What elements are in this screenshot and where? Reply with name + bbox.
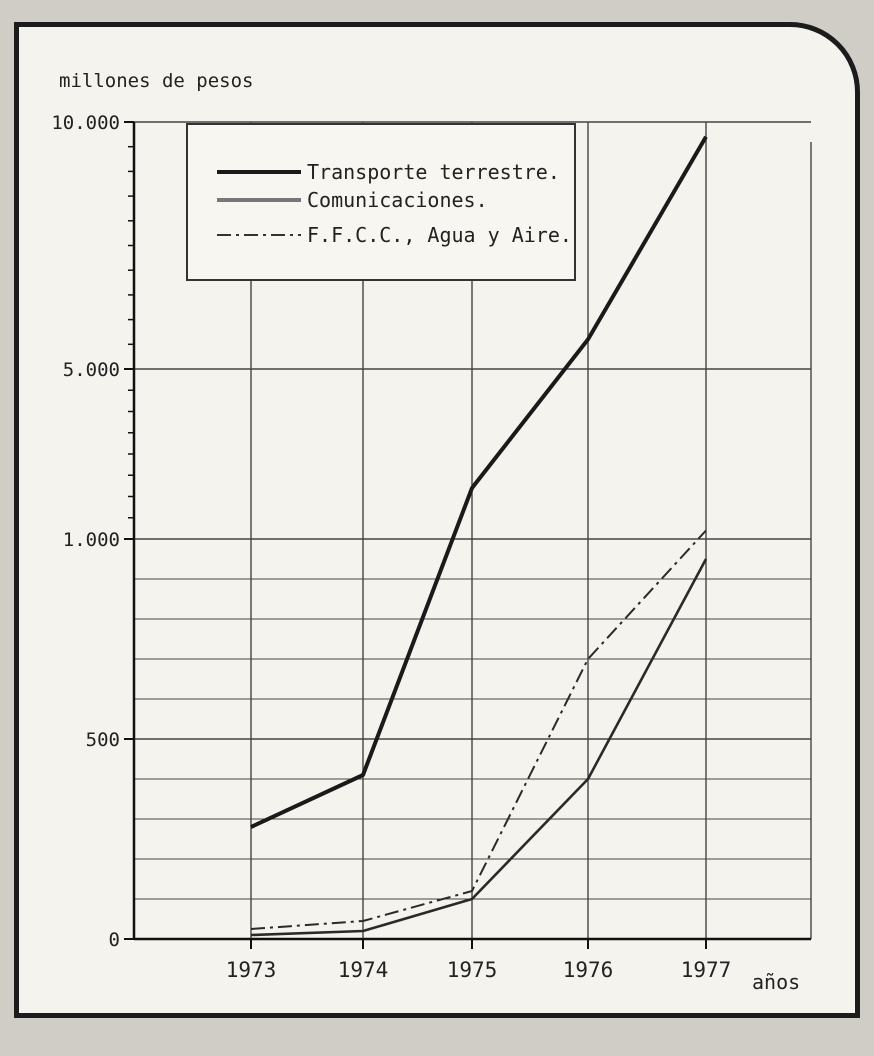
y-tick-label: 500 [86,729,120,751]
y-axis-label: millones de pesos [59,70,253,92]
legend: Transporte terrestre. Comunicaciones. F.… [186,123,576,281]
x-tick-label: 1976 [563,958,614,982]
x-tick-label: 1975 [447,958,498,982]
x-ticks: 1973 1974 1975 1976 1977 [226,939,732,982]
legend-label-0: Transporte terrestre. [307,160,560,184]
y-tick-label: 5.000 [63,359,120,381]
series-line-0 [250,135,708,829]
y-tick-label: 10.000 [51,112,120,134]
series-line-2 [250,529,707,930]
y-tick-label: 0 [109,929,120,951]
series-lines [250,135,708,937]
x-tick-label: 1974 [338,958,389,982]
x-tick-label: 1973 [226,958,277,982]
y-ticks: 0 500 1.000 5.000 10.000 [51,112,134,951]
series-line-1 [250,558,708,937]
x-axis-label: años [752,970,800,994]
legend-label-1: Comunicaciones. [307,188,488,212]
y-tick-label: 1.000 [63,529,120,551]
x-tick-label: 1977 [681,958,732,982]
chart-page: 0 500 1.000 5.000 10.000 1973 1974 1975 1976 197… [14,22,860,1018]
legend-label-2: F.F.C.C., Agua y Aire. [307,223,572,247]
